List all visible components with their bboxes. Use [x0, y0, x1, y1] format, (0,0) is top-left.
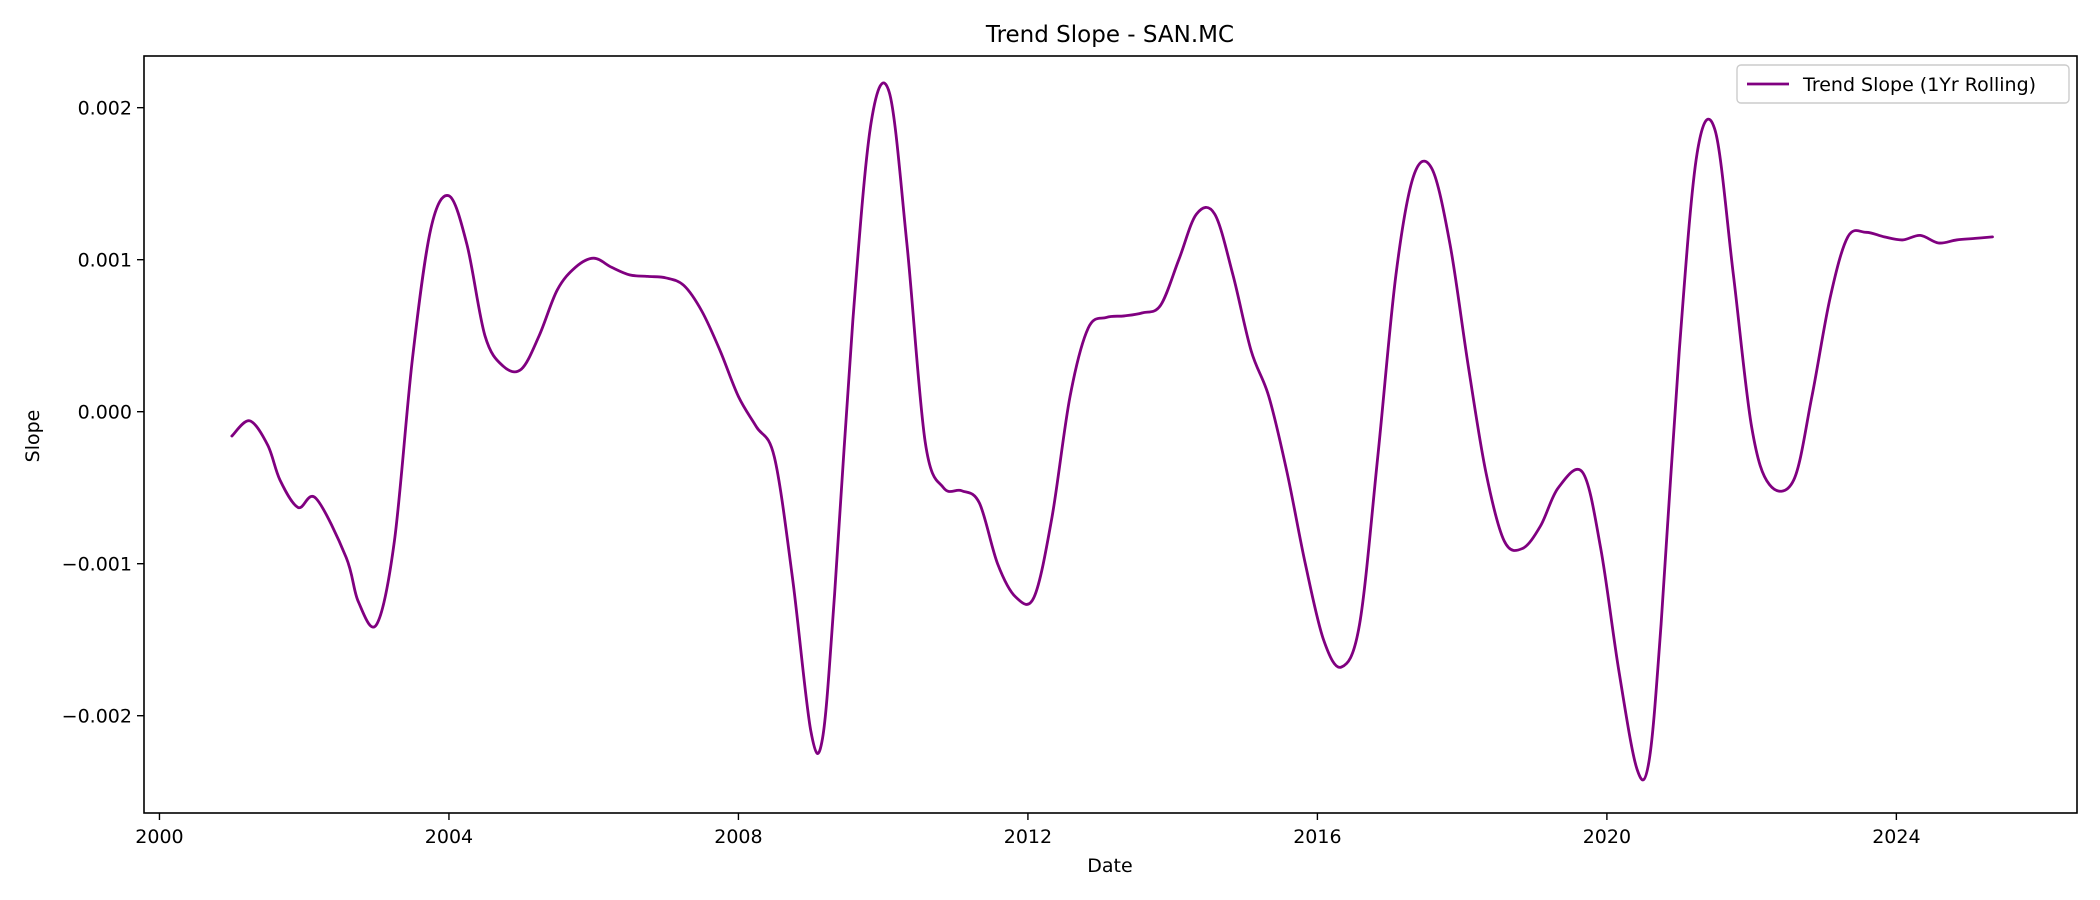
- x-tick-label: 2012: [1004, 826, 1052, 848]
- x-tick-label: 2004: [425, 826, 473, 848]
- y-tick-label: 0.000: [78, 402, 132, 424]
- x-tick-label: 2000: [135, 826, 183, 848]
- x-tick-label: 2008: [714, 826, 762, 848]
- series-line-trend-slope: [230, 81, 1994, 782]
- y-axis: −0.002 −0.001 0.000 0.001 0.002: [62, 98, 144, 728]
- legend: Trend Slope (1Yr Rolling): [1736, 64, 2070, 104]
- plot-frame: [143, 55, 2078, 814]
- x-tick-label: 2016: [1293, 826, 1341, 848]
- legend-box: [1736, 64, 2070, 104]
- legend-entry-label: Trend Slope (1Yr Rolling): [1802, 74, 2036, 96]
- y-axis-label: Slope: [22, 410, 44, 463]
- x-tick-label: 2020: [1583, 826, 1631, 848]
- x-axis-label: Date: [1087, 855, 1132, 877]
- plot-area: [230, 81, 1994, 782]
- x-tick-label: 2024: [1872, 826, 1920, 848]
- x-axis: 2000 2004 2008 2012 2016 2020 2024: [135, 813, 1921, 848]
- y-tick-label: 0.002: [78, 98, 132, 120]
- y-tick-label: 0.001: [78, 250, 132, 272]
- y-tick-label: −0.002: [62, 706, 132, 728]
- chart-title: Trend Slope - SAN.MC: [985, 22, 1234, 48]
- y-tick-label: −0.001: [62, 554, 132, 576]
